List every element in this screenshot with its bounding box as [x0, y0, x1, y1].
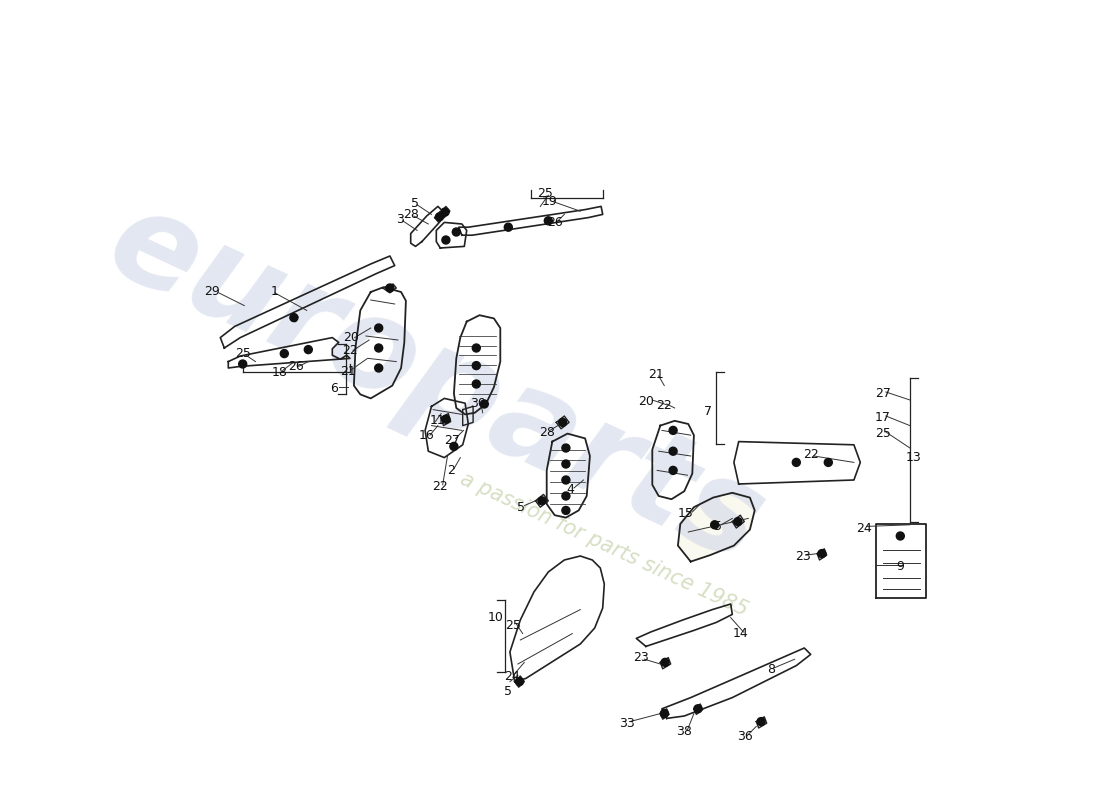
- Text: 33: 33: [619, 717, 635, 730]
- Text: 16: 16: [419, 429, 435, 442]
- Circle shape: [824, 458, 833, 466]
- Text: 30: 30: [470, 397, 486, 410]
- Text: 10: 10: [487, 611, 504, 624]
- Circle shape: [694, 705, 702, 713]
- Text: 20: 20: [638, 395, 653, 408]
- Circle shape: [472, 344, 481, 352]
- Circle shape: [450, 442, 458, 450]
- Text: 4: 4: [566, 483, 574, 496]
- Circle shape: [734, 518, 741, 526]
- Text: 19: 19: [542, 195, 558, 208]
- Text: 3: 3: [396, 213, 404, 226]
- Circle shape: [472, 362, 481, 370]
- Text: 22: 22: [342, 344, 358, 357]
- Circle shape: [669, 466, 678, 474]
- Circle shape: [818, 550, 826, 558]
- Text: 2: 2: [447, 464, 454, 477]
- Circle shape: [661, 658, 669, 666]
- Circle shape: [896, 532, 904, 540]
- Text: 8: 8: [767, 663, 774, 676]
- Text: 21: 21: [340, 365, 356, 378]
- Text: 25: 25: [505, 619, 521, 632]
- Text: 24: 24: [504, 670, 519, 682]
- Text: 22: 22: [431, 480, 448, 493]
- Text: 29: 29: [205, 285, 220, 298]
- Text: 7: 7: [704, 405, 713, 418]
- Circle shape: [562, 506, 570, 514]
- Text: 9: 9: [896, 560, 904, 573]
- Circle shape: [660, 710, 669, 718]
- Circle shape: [562, 460, 570, 468]
- Circle shape: [792, 458, 801, 466]
- Text: 28: 28: [539, 426, 554, 438]
- Text: 36: 36: [737, 730, 754, 742]
- Text: 25: 25: [874, 427, 891, 440]
- Text: 23: 23: [795, 550, 811, 563]
- Circle shape: [441, 208, 449, 216]
- Circle shape: [562, 492, 570, 500]
- Text: a passion for parts since 1985: a passion for parts since 1985: [458, 468, 751, 620]
- Text: 27: 27: [874, 387, 891, 400]
- Text: 1: 1: [271, 285, 278, 298]
- Circle shape: [375, 344, 383, 352]
- Text: 23: 23: [634, 651, 649, 664]
- Text: 5: 5: [714, 520, 722, 533]
- Circle shape: [559, 418, 566, 426]
- Text: 26: 26: [547, 216, 562, 229]
- Circle shape: [544, 217, 552, 225]
- Circle shape: [516, 678, 524, 686]
- Text: 38: 38: [676, 725, 692, 738]
- Circle shape: [442, 236, 450, 244]
- Text: 14: 14: [733, 627, 748, 640]
- Circle shape: [436, 213, 443, 221]
- Circle shape: [711, 521, 718, 529]
- Text: 17: 17: [874, 411, 891, 424]
- Circle shape: [375, 364, 383, 372]
- Circle shape: [305, 346, 312, 354]
- Circle shape: [481, 400, 488, 408]
- Text: 20: 20: [343, 331, 360, 344]
- Polygon shape: [678, 493, 755, 562]
- Circle shape: [669, 447, 678, 455]
- Text: 25: 25: [234, 347, 251, 360]
- Circle shape: [375, 324, 383, 332]
- Circle shape: [562, 476, 570, 484]
- Circle shape: [562, 444, 570, 452]
- Text: 5: 5: [410, 197, 419, 210]
- Circle shape: [452, 228, 460, 236]
- Circle shape: [669, 426, 678, 434]
- Text: europarts: europarts: [90, 178, 783, 590]
- Text: 22: 22: [803, 448, 818, 461]
- Text: 18: 18: [272, 366, 287, 379]
- Circle shape: [239, 360, 246, 368]
- Text: 28: 28: [404, 208, 419, 221]
- Circle shape: [757, 718, 766, 726]
- Circle shape: [472, 380, 481, 388]
- Text: 22: 22: [656, 399, 671, 412]
- Circle shape: [280, 350, 288, 358]
- Circle shape: [290, 314, 298, 322]
- Text: 26: 26: [287, 360, 304, 373]
- Circle shape: [386, 284, 394, 292]
- Text: 11: 11: [430, 414, 446, 427]
- Text: 5: 5: [517, 501, 525, 514]
- Circle shape: [538, 497, 546, 505]
- Circle shape: [442, 415, 450, 423]
- Text: 27: 27: [444, 434, 460, 446]
- Circle shape: [504, 223, 513, 231]
- Text: 6: 6: [330, 382, 338, 395]
- Text: 21: 21: [648, 368, 663, 381]
- Text: 13: 13: [905, 451, 921, 464]
- Text: 24: 24: [856, 522, 871, 534]
- Text: 15: 15: [678, 507, 694, 520]
- Text: 25: 25: [537, 187, 553, 200]
- Text: 5: 5: [504, 685, 513, 698]
